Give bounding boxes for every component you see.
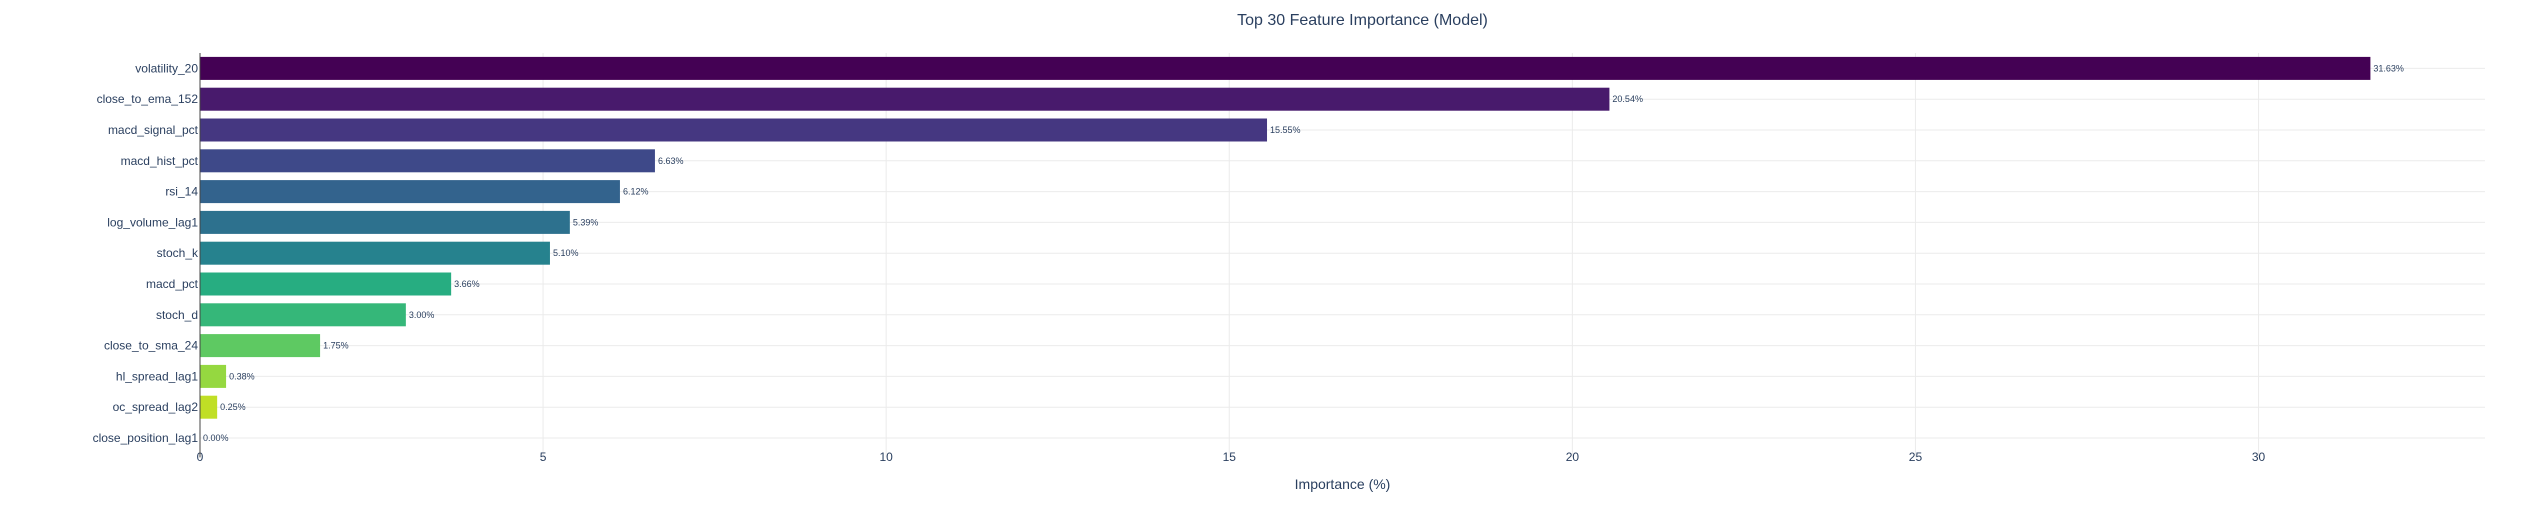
y-tick-label: close_to_sma_24 [104, 339, 198, 353]
x-tick-label: 15 [1223, 450, 1237, 464]
bar-layer [200, 56, 2371, 419]
bar [200, 87, 1610, 111]
y-tick-label: close_position_lag1 [93, 431, 199, 445]
y-tick-label: hl_spread_lag1 [116, 369, 198, 383]
bar [200, 180, 620, 204]
y-tick-label: macd_pct [146, 277, 199, 291]
bar [200, 272, 452, 296]
y-tick-label: rsi_14 [165, 185, 198, 199]
data-label: 1.75% [323, 341, 349, 351]
bar [200, 210, 570, 234]
bar [200, 56, 2371, 80]
x-tick-label: 25 [1909, 450, 1923, 464]
x-tick-label: 5 [540, 450, 547, 464]
data-label: 0.25% [220, 402, 246, 412]
x-tick-label: 20 [1566, 450, 1580, 464]
y-tick-label: oc_spread_lag2 [113, 400, 199, 414]
x-axis-title: Importance (%) [1295, 476, 1391, 492]
data-label: 3.00% [409, 310, 435, 320]
data-label: 15.55% [1270, 125, 1301, 135]
bar [200, 149, 655, 173]
bar [200, 241, 550, 265]
data-label: 31.63% [2373, 63, 2404, 73]
data-label: 20.54% [1612, 94, 1643, 104]
y-tick-layer: volatility_20 close_to_ema_152 macd_signal… [93, 61, 199, 445]
y-tick-label: stoch_d [156, 308, 198, 322]
x-tick-label: 30 [2252, 450, 2266, 464]
bar [200, 395, 218, 419]
data-label-layer: 31.63% 20.54% 15.55% 6.63% 6.12% 5.39% 5.10% 3.… [203, 63, 2404, 443]
bar [200, 118, 1268, 142]
data-label: 6.12% [623, 187, 649, 197]
chart-title: Top 30 Feature Importance (Model) [1237, 12, 1488, 29]
data-label: 0.38% [229, 371, 255, 381]
y-tick-label: stoch_k [157, 246, 199, 260]
bar [200, 364, 227, 388]
y-tick-label: macd_hist_pct [121, 154, 199, 168]
x-tick-label: 10 [880, 450, 894, 464]
data-label: 3.66% [454, 279, 480, 289]
bar [200, 334, 321, 358]
y-tick-label: close_to_ema_152 [97, 92, 199, 106]
data-label: 6.63% [658, 156, 684, 166]
data-label: 5.39% [573, 217, 599, 227]
data-label: 0.00% [203, 433, 229, 443]
y-tick-label: macd_signal_pct [108, 123, 199, 137]
data-label: 5.10% [553, 248, 579, 258]
y-tick-label: volatility_20 [135, 61, 198, 75]
bar [200, 303, 406, 327]
y-tick-label: log_volume_lag1 [107, 215, 198, 229]
